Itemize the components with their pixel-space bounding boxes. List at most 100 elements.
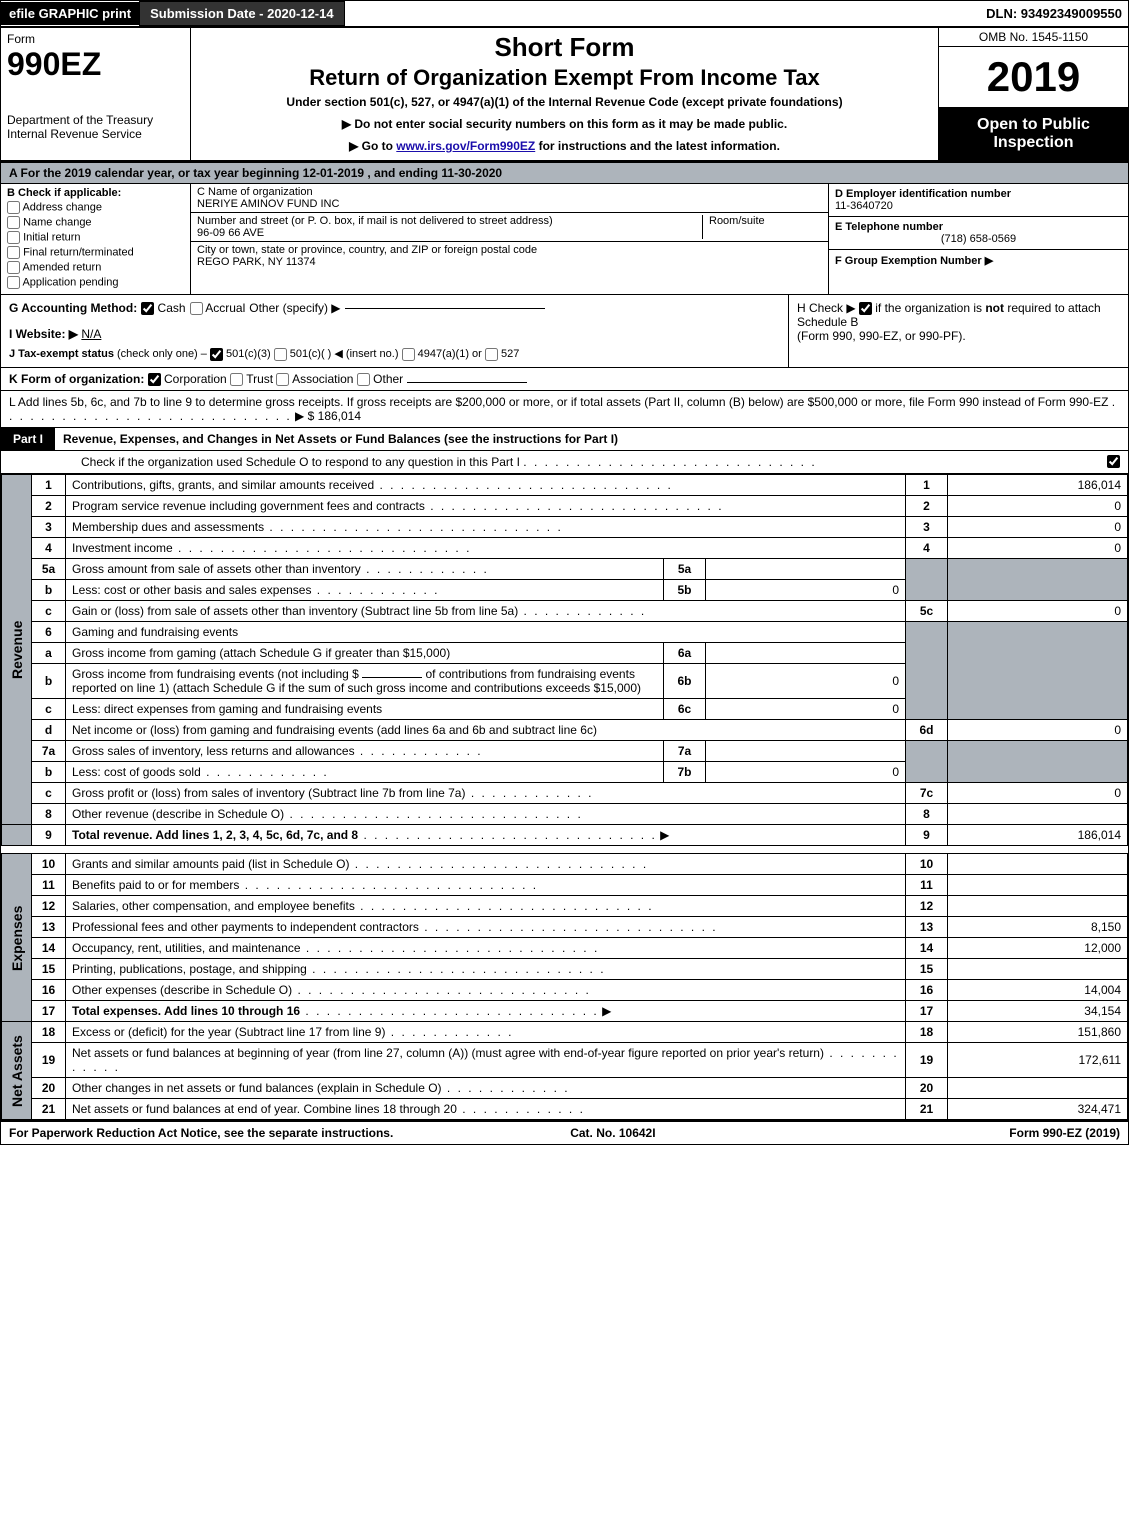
checkbox-association[interactable]: Association bbox=[276, 372, 353, 386]
accrual-label: Accrual bbox=[205, 301, 245, 315]
entity-block: B Check if applicable: Address change Na… bbox=[1, 184, 1128, 295]
lineno-13: 13 bbox=[32, 917, 66, 938]
lineno-12: 12 bbox=[32, 896, 66, 917]
checkbox-accrual[interactable]: Accrual bbox=[190, 301, 246, 315]
netassets-side-label: Net Assets bbox=[2, 1022, 32, 1120]
coln-9: 9 bbox=[906, 825, 948, 846]
527-label: 527 bbox=[501, 348, 519, 360]
footer-catno: Cat. No. 10642I bbox=[570, 1126, 655, 1140]
501c-label: 501(c)( ) bbox=[290, 348, 332, 360]
checkbox-other-org[interactable]: Other bbox=[357, 372, 403, 386]
desc-5c: Gain or (loss) from sale of assets other… bbox=[72, 604, 646, 618]
checkbox-initial-return[interactable]: Initial return bbox=[7, 231, 184, 244]
desc-3: Membership dues and assessments bbox=[72, 520, 563, 534]
checkbox-application-pending[interactable]: Application pending bbox=[7, 276, 184, 289]
lineno-18: 18 bbox=[32, 1022, 66, 1043]
mv-7a bbox=[706, 741, 906, 762]
checkbox-501c3[interactable]: 501(c)(3) bbox=[210, 348, 271, 360]
part1-table: Revenue 1 Contributions, gifts, grants, … bbox=[1, 474, 1128, 1120]
checkbox-trust[interactable]: Trust bbox=[230, 372, 273, 386]
desc-4: Investment income bbox=[72, 541, 471, 555]
other-specify-label: Other (specify) ▶ bbox=[249, 301, 340, 315]
org-name: NERIYE AMINOV FUND INC bbox=[197, 198, 822, 210]
ghi-block: G Accounting Method: Cash Accrual Other … bbox=[1, 295, 1128, 368]
coln-8: 8 bbox=[906, 804, 948, 825]
other-specify-field[interactable] bbox=[345, 308, 545, 309]
grey-7 bbox=[906, 741, 948, 783]
mn-7a: 7a bbox=[664, 741, 706, 762]
lineno-5a: 5a bbox=[32, 559, 66, 580]
lineno-2: 2 bbox=[32, 496, 66, 517]
checkbox-cash[interactable]: Cash bbox=[141, 301, 185, 315]
mn-5a: 5a bbox=[664, 559, 706, 580]
coln-2: 2 bbox=[906, 496, 948, 517]
initial-return-label: Initial return bbox=[23, 231, 80, 243]
amended-return-label: Amended return bbox=[22, 261, 101, 273]
checkbox-527[interactable]: 527 bbox=[485, 348, 519, 360]
submission-date-button[interactable]: Submission Date - 2020-12-14 bbox=[139, 1, 345, 26]
coln-17: 17 bbox=[906, 1001, 948, 1022]
mv-6c: 0 bbox=[706, 699, 906, 720]
mv-5a bbox=[706, 559, 906, 580]
name-change-label: Name change bbox=[23, 216, 92, 228]
form-word: Form bbox=[7, 32, 184, 46]
grey-7v bbox=[948, 741, 1128, 783]
val-1: 186,014 bbox=[948, 475, 1128, 496]
desc-6d: Net income or (loss) from gaming and fun… bbox=[72, 723, 597, 737]
val-7c: 0 bbox=[948, 783, 1128, 804]
l-text: L Add lines 5b, 6c, and 7b to line 9 to … bbox=[9, 395, 1108, 409]
lineno-14: 14 bbox=[32, 938, 66, 959]
k-line: K Form of organization: Corporation Trus… bbox=[1, 368, 1128, 391]
lineno-6b: b bbox=[32, 664, 66, 699]
address-change-label: Address change bbox=[22, 201, 102, 213]
val-3: 0 bbox=[948, 517, 1128, 538]
lineno-11: 11 bbox=[32, 875, 66, 896]
lineno-6d: d bbox=[32, 720, 66, 741]
part1-checkline: Check if the organization used Schedule … bbox=[1, 451, 1128, 474]
val-8 bbox=[948, 804, 1128, 825]
val-19: 172,611 bbox=[948, 1043, 1128, 1078]
c-name-label: C Name of organization bbox=[197, 186, 822, 198]
form-header: Form 990EZ Department of the Treasury In… bbox=[1, 28, 1128, 163]
desc-14: Occupancy, rent, utilities, and maintena… bbox=[72, 941, 599, 955]
desc-5a: Gross amount from sale of assets other t… bbox=[72, 562, 489, 576]
coln-15: 15 bbox=[906, 959, 948, 980]
mv-6b: 0 bbox=[706, 664, 906, 699]
coln-12: 12 bbox=[906, 896, 948, 917]
grey-6 bbox=[906, 622, 948, 720]
short-form-title: Short Form bbox=[201, 32, 928, 63]
footer-formref: Form 990-EZ (2019) bbox=[1009, 1126, 1120, 1140]
checkbox-address-change[interactable]: Address change bbox=[7, 201, 184, 214]
h-not: not bbox=[985, 301, 1004, 315]
checkbox-final-return[interactable]: Final return/terminated bbox=[7, 246, 184, 259]
checkbox-name-change[interactable]: Name change bbox=[7, 216, 184, 229]
d-ein-label: D Employer identification number bbox=[835, 188, 1122, 200]
checkbox-501c[interactable]: 501(c)( ) bbox=[274, 348, 332, 360]
checkbox-corporation[interactable]: Corporation bbox=[148, 372, 227, 386]
checkbox-h[interactable] bbox=[859, 302, 872, 315]
checkbox-schedule-o[interactable] bbox=[1107, 455, 1120, 468]
coln-14: 14 bbox=[906, 938, 948, 959]
desc-10: Grants and similar amounts paid (list in… bbox=[72, 857, 648, 871]
4947-label: 4947(a)(1) or bbox=[418, 348, 482, 360]
mn-6b: 6b bbox=[664, 664, 706, 699]
f-group-label: F Group Exemption Number ▶ bbox=[835, 255, 993, 267]
desc-12: Salaries, other compensation, and employ… bbox=[72, 899, 654, 913]
irs-link[interactable]: www.irs.gov/Form990EZ bbox=[396, 139, 535, 153]
h-check-pre: H Check ▶ bbox=[797, 301, 859, 315]
desc-5b: Less: cost or other basis and sales expe… bbox=[72, 583, 439, 597]
val-21: 324,471 bbox=[948, 1099, 1128, 1120]
checkbox-amended-return[interactable]: Amended return bbox=[7, 261, 184, 274]
l-value: 186,014 bbox=[318, 409, 361, 423]
checkbox-4947[interactable]: 4947(a)(1) or bbox=[402, 348, 482, 360]
other-org-field[interactable] bbox=[407, 382, 527, 383]
c-city-label: City or town, state or province, country… bbox=[197, 244, 822, 256]
mn-6a: 6a bbox=[664, 643, 706, 664]
6b-amount-field[interactable] bbox=[362, 677, 422, 678]
goto-line: ▶ Go to www.irs.gov/Form990EZ for instru… bbox=[201, 139, 928, 153]
form-number: 990EZ bbox=[7, 46, 184, 83]
val-10 bbox=[948, 854, 1128, 875]
phone-value: (718) 658-0569 bbox=[835, 233, 1122, 245]
efile-print-label[interactable]: efile GRAPHIC print bbox=[1, 2, 139, 25]
lineno-7b: b bbox=[32, 762, 66, 783]
